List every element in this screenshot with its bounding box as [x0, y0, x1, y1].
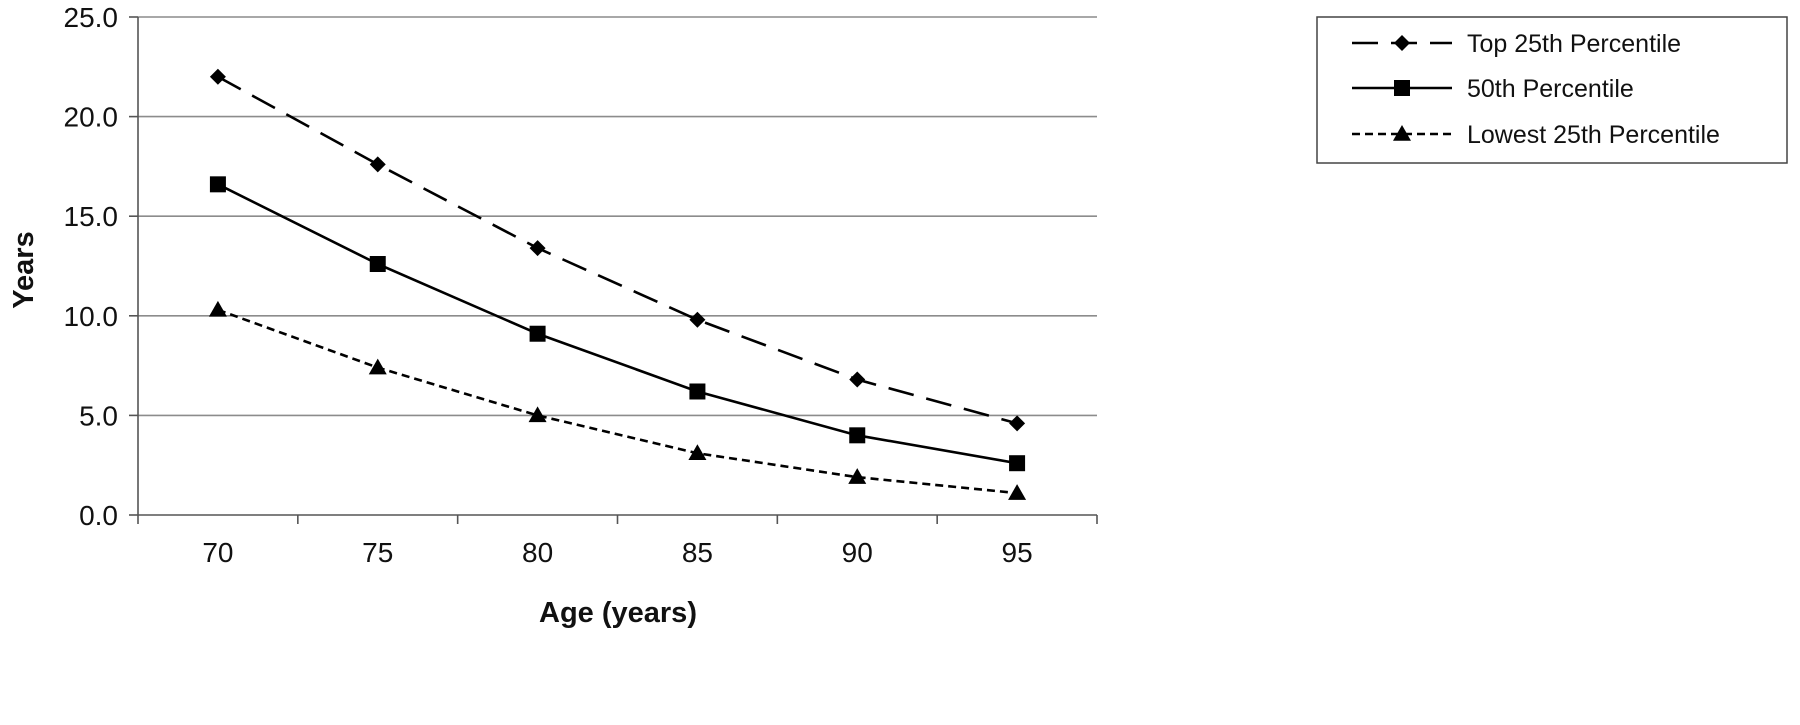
legend-label: Lowest 25th Percentile	[1467, 121, 1720, 149]
data-point-triangle	[208, 300, 227, 317]
data-point-square	[529, 325, 546, 342]
y-tick-label: 25.0	[64, 2, 119, 33]
x-tick-label: 95	[1002, 537, 1033, 568]
y-tick-label: 0.0	[79, 500, 118, 531]
y-tick-label: 15.0	[64, 201, 119, 232]
x-tick-label: 75	[362, 537, 393, 568]
legend-label: Top 25th Percentile	[1467, 30, 1681, 58]
series-triangle	[208, 300, 1027, 500]
legend-label: 50th Percentile	[1467, 75, 1634, 103]
series-line	[217, 308, 1018, 495]
legend: Top 25th Percentile 50th Percentile Lowest…	[1316, 16, 1788, 164]
data-point-square	[369, 256, 386, 273]
legend-items: Top 25th Percentile 50th Percentile Lowest…	[1352, 30, 1720, 149]
y-axis-title: Years	[8, 231, 40, 308]
y-tick-label: 10.0	[64, 301, 119, 332]
axes	[129, 16, 1098, 524]
x-tick-label: 90	[842, 537, 873, 568]
x-tick-label: 80	[522, 537, 553, 568]
data-point-triangle	[688, 444, 707, 460]
legend-item: Top 25th Percentile	[1352, 30, 1681, 58]
series-line	[217, 183, 1018, 465]
data-point-diamond	[529, 240, 546, 257]
x-tick-label: 70	[202, 537, 233, 568]
series-lines	[208, 68, 1027, 500]
data-point-square	[1009, 455, 1026, 472]
y-tick-label: 20.0	[64, 102, 119, 133]
legend-marker-square	[1394, 80, 1410, 96]
gridlines	[138, 16, 1097, 417]
data-point-diamond	[689, 311, 706, 328]
data-point-triangle	[528, 406, 547, 423]
series-diamond	[209, 68, 1026, 432]
data-point-triangle	[848, 468, 867, 484]
data-point-square	[689, 383, 706, 400]
data-point-diamond	[369, 156, 386, 173]
x-axis-title: Age (years)	[539, 597, 697, 629]
data-point-diamond	[849, 371, 866, 388]
series-line	[217, 75, 1018, 425]
x-tick-label: 85	[682, 537, 713, 568]
series-square	[209, 176, 1026, 472]
tick-labels: 0.0 5.0 10.0 15.0 20.0 25.0 70 75 80 85 90 95	[64, 2, 1033, 568]
data-point-diamond	[1009, 415, 1026, 432]
legend-item: Lowest 25th Percentile	[1352, 121, 1720, 149]
legend-marker-diamond	[1394, 35, 1410, 51]
legend-marker-triangle	[1393, 125, 1411, 141]
data-point-triangle	[1008, 484, 1027, 500]
data-point-square	[209, 176, 226, 193]
data-point-square	[849, 427, 866, 444]
legend-item: 50th Percentile	[1352, 75, 1634, 103]
data-point-diamond	[209, 68, 226, 85]
y-tick-label: 5.0	[79, 400, 118, 431]
data-point-triangle	[368, 358, 387, 375]
